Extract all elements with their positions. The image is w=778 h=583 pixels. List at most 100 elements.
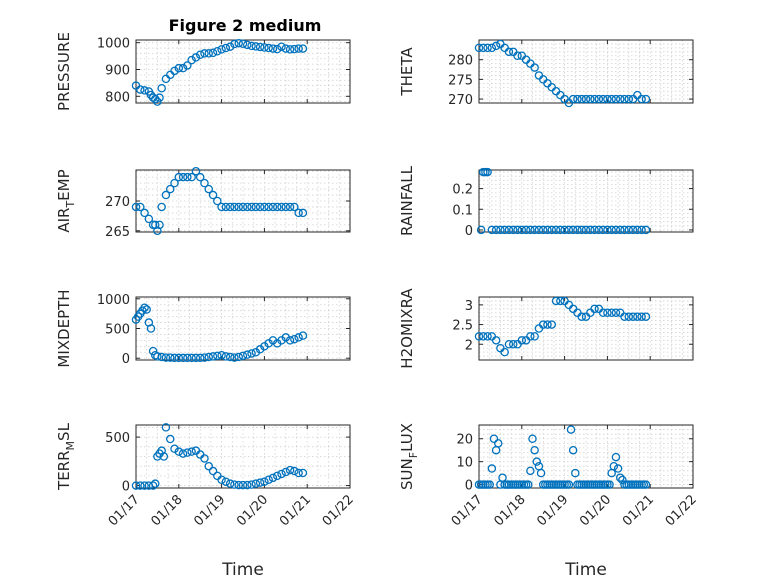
data-point xyxy=(483,43,492,53)
data-point xyxy=(568,225,578,235)
x-tick-label: 01/20 xyxy=(577,492,614,529)
data-point xyxy=(571,468,580,478)
data-point xyxy=(504,225,514,235)
data-point xyxy=(633,312,642,321)
data-point xyxy=(217,45,226,54)
data-point xyxy=(277,202,286,212)
y-axis-label-rest: EMP xyxy=(55,169,73,200)
data-point xyxy=(620,94,629,104)
data-point xyxy=(161,74,171,84)
data-point xyxy=(140,481,149,490)
data-point xyxy=(508,225,518,235)
data-point xyxy=(187,447,196,456)
y-axis-label-subscript: M xyxy=(64,441,77,451)
data-point xyxy=(247,41,256,51)
data-point xyxy=(491,225,501,235)
data-point xyxy=(161,353,171,362)
y-tick-label: 2 xyxy=(465,338,473,353)
data-point xyxy=(183,172,192,182)
grid-lines xyxy=(478,39,694,104)
subplot-pressure: 800 900 1000 PRESSURE xyxy=(55,32,351,111)
data-point xyxy=(243,40,252,50)
data-point xyxy=(238,480,248,490)
series-MIXDEPTH xyxy=(131,303,308,363)
data-point xyxy=(598,225,608,235)
data-point xyxy=(260,477,269,486)
data-point xyxy=(538,320,548,329)
data-point xyxy=(532,457,542,466)
data-point xyxy=(568,94,578,104)
data-point xyxy=(272,471,282,481)
data-point xyxy=(633,225,642,235)
data-point xyxy=(609,461,619,471)
y-tick-label: 800 xyxy=(105,90,130,105)
data-point xyxy=(238,39,248,49)
data-point xyxy=(281,467,291,477)
data-point xyxy=(213,196,222,206)
y-tick-label: 500 xyxy=(105,323,130,338)
data-point xyxy=(161,190,171,200)
data-point xyxy=(624,312,634,321)
data-point xyxy=(255,478,265,487)
data-point xyxy=(594,94,604,104)
data-point xyxy=(187,172,196,182)
data-point xyxy=(268,473,278,483)
data-point xyxy=(174,172,184,182)
y-axis-label-main: SUN xyxy=(398,458,416,490)
data-point xyxy=(151,94,160,104)
data-point xyxy=(208,466,218,476)
data-point xyxy=(294,333,303,342)
data-point xyxy=(285,202,295,212)
data-point xyxy=(517,336,527,345)
data-point xyxy=(628,225,638,235)
data-point xyxy=(183,448,192,457)
data-point xyxy=(260,43,269,52)
data-point xyxy=(491,41,501,51)
data-point xyxy=(294,44,303,53)
data-point xyxy=(230,39,239,49)
figure-title: Figure 2 medium xyxy=(169,16,322,35)
subplot-mixdepth: 0 500 1000 MIXDEPTH xyxy=(55,289,351,368)
subplot-theta: 270 275 280 THETA xyxy=(398,39,694,108)
data-point xyxy=(564,480,574,489)
data-point xyxy=(530,225,539,235)
data-point xyxy=(290,334,299,344)
data-point xyxy=(174,447,184,456)
data-point xyxy=(155,220,164,230)
data-point xyxy=(551,296,561,306)
data-point xyxy=(294,208,303,218)
data-point xyxy=(191,166,201,176)
data-point xyxy=(560,225,569,235)
data-point xyxy=(183,353,192,363)
data-point xyxy=(551,225,561,235)
data-point xyxy=(611,225,621,235)
data-point xyxy=(136,481,145,490)
data-point xyxy=(165,353,175,362)
data-point xyxy=(298,44,308,53)
data-point xyxy=(620,312,629,321)
data-point xyxy=(251,479,261,488)
grid-lines xyxy=(478,296,694,361)
data-point xyxy=(221,352,231,361)
data-point xyxy=(221,43,231,53)
data-point xyxy=(238,202,248,212)
data-point xyxy=(605,480,614,489)
data-point xyxy=(581,94,591,104)
data-point xyxy=(586,94,595,104)
data-point xyxy=(146,324,156,333)
data-point xyxy=(298,468,308,478)
data-point xyxy=(474,332,484,341)
data-point xyxy=(637,312,646,321)
data-point xyxy=(536,468,546,478)
data-point xyxy=(526,466,535,476)
y-tick-label: 3 xyxy=(465,299,473,314)
data-point xyxy=(217,202,226,212)
data-point xyxy=(581,225,591,235)
data-point xyxy=(607,94,616,104)
y-tick-label: 0.1 xyxy=(452,203,473,218)
data-point xyxy=(170,353,179,363)
data-point xyxy=(131,202,141,212)
data-point xyxy=(637,94,646,104)
data-point xyxy=(272,202,282,212)
grid-lines xyxy=(135,297,351,360)
